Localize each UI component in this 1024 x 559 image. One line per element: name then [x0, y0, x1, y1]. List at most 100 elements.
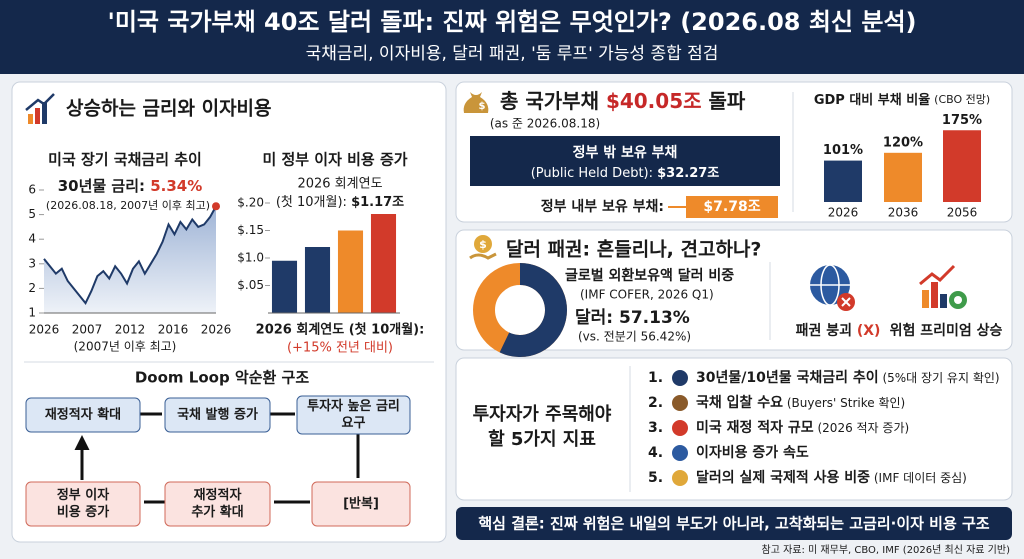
- value: 5.34%: [150, 177, 202, 195]
- item: 이자비용 증가 속도: [696, 444, 809, 461]
- label: 돌파: [702, 89, 746, 113]
- caption: (2007년 이후 최고): [74, 340, 177, 354]
- item-note: (2026 적자 증가): [814, 421, 910, 435]
- source: 참고 자료: 미 재무부, CBO, IMF (2026년 최신 자료 기반): [762, 544, 1011, 556]
- item-number: 4.: [648, 445, 663, 461]
- item: 미국 재정 적자 규모 (2026 적자 증가): [696, 419, 909, 436]
- panel-title: 할 5가지 지표: [488, 428, 596, 450]
- label: 패권 붕괴: [796, 323, 857, 339]
- y-tick-label: $.20: [237, 196, 264, 210]
- item-number: 1.: [648, 370, 663, 386]
- loop-label: 추가 확대: [191, 504, 243, 520]
- item-icon: [672, 445, 688, 461]
- y-tick-label: 6: [28, 183, 36, 197]
- loop-node: [311, 481, 411, 527]
- y-tick-label: 4: [28, 232, 36, 246]
- y-tick-label: 1: [28, 306, 36, 320]
- conclusion-bg: [456, 507, 1012, 540]
- svg-text:$: $: [479, 101, 486, 112]
- loop-node: [164, 481, 271, 527]
- item-text: 30년물/10년물 국채금리 추이: [696, 369, 879, 386]
- note: (첫 10개월): $1.17조: [276, 195, 404, 210]
- line: [43, 205, 217, 306]
- header-bg: [0, 0, 1024, 74]
- item-number: 5.: [648, 470, 663, 486]
- item-icon: [672, 370, 688, 386]
- subtitle: (CBO 전망): [934, 93, 990, 106]
- item-icon: [672, 395, 688, 411]
- loop-label: 투자자 높은 금리: [307, 398, 400, 414]
- item-text: 국채 입찰 수요: [696, 395, 783, 411]
- bar: [337, 230, 364, 313]
- value: 57.13%: [619, 308, 690, 328]
- y-tick-label: $1.0: [237, 251, 264, 265]
- item: 달러의 실제 국제적 사용 비중 (IMF 데이터 중심): [696, 469, 967, 486]
- item-icon: [672, 420, 688, 436]
- chart-title: 미국 장기 국채금리 추이: [48, 151, 202, 169]
- x-tick-label: 2026: [29, 323, 60, 337]
- value: $1.17조: [351, 195, 404, 210]
- label: (첫 10개월):: [276, 195, 351, 210]
- mark: (X): [857, 323, 881, 339]
- x-tick-label: 2016: [158, 323, 189, 337]
- source: (IMF COFER, 2026 Q1): [580, 288, 714, 302]
- y-tick-label: 2: [28, 281, 36, 295]
- loop-label: 정부 이자: [57, 487, 109, 503]
- label: 달러:: [575, 307, 619, 328]
- label: 총 국가부채: [500, 89, 606, 113]
- item-note: (IMF 데이터 중심): [870, 471, 967, 485]
- bar: [943, 130, 981, 202]
- x-tick-label: 2036: [888, 206, 919, 220]
- bar: [370, 214, 397, 313]
- x-tick-label: 2007: [72, 323, 103, 337]
- donut-segment: [499, 263, 567, 357]
- subtitle: 국채금리, 이자비용, 달러 패권, '둠 루프' 가능성 종합 점검: [306, 44, 719, 64]
- x-tick-label: 2026: [828, 206, 859, 220]
- loop-label: 비용 증가: [57, 504, 109, 520]
- conclusion: 핵심 결론: 진짜 위험은 내일의 부도가 아니라, 고착화되는 고금리·이자 …: [478, 515, 989, 533]
- label: GDP 대비 부채 비율: [814, 92, 930, 108]
- x-tick-label: 2012: [115, 323, 146, 337]
- indicator-list: 1. 30년물/10년물 국채금리 추이 (5%대 장기 유지 확인) 2. 국채 입…: [648, 369, 1000, 486]
- data-label: 120%: [883, 135, 923, 150]
- public-title: 정부 밖 보유 부채: [573, 144, 678, 161]
- icon-label: 위험 프리미엄 상승: [890, 322, 1003, 339]
- item-note: (Buyers' Strike 확인): [783, 396, 905, 410]
- change: (+15% 전년 대비): [287, 341, 393, 356]
- icon: $: [469, 235, 497, 260]
- item-number: 3.: [648, 420, 663, 436]
- panel-title: 상승하는 금리와 이자비용: [66, 98, 272, 120]
- item-icon: [672, 470, 688, 486]
- panel-title: 총 국가부채 $40.05조 돌파: [500, 89, 746, 113]
- svg-text:$: $: [479, 238, 487, 251]
- panel-title: 투자자가 주목해야: [473, 404, 612, 425]
- amount: $40.05조: [606, 89, 702, 113]
- bar: [271, 260, 298, 313]
- loop-node: [164, 397, 271, 433]
- loop-node: [25, 397, 141, 433]
- x-tick-label: 2026: [201, 323, 232, 337]
- public-box: [470, 136, 780, 186]
- globe-icon: [810, 264, 855, 311]
- share-title: 글로벌 외환보유액 달러 비중: [565, 267, 734, 284]
- caption: 2026 회계연도 (첫 10개월):: [256, 322, 425, 338]
- loop-node: [25, 481, 141, 527]
- item-number: 2.: [648, 395, 663, 411]
- y-tick-label: $.05: [237, 278, 264, 292]
- loop-label: 요구: [342, 416, 366, 431]
- yield-label: 30년물 금리: 5.34%: [58, 177, 203, 195]
- loop-label: [반복]: [343, 496, 379, 512]
- panel-title: 달러 패권: 흔들리나, 견고하나?: [506, 238, 761, 261]
- public-debt: (Public Held Debt): $32.27조: [531, 166, 720, 181]
- label: (Public Held Debt):: [531, 166, 657, 181]
- risk-icon: [919, 264, 967, 309]
- panel: [455, 357, 1013, 501]
- intra-value: $7.78조: [703, 199, 760, 215]
- icon: [25, 93, 55, 124]
- end-point: [212, 202, 220, 211]
- chart-title: 미 정부 이자 비용 증가: [262, 151, 407, 169]
- data-label: 175%: [942, 113, 982, 128]
- bar: [884, 152, 922, 202]
- intra-box: [686, 196, 778, 218]
